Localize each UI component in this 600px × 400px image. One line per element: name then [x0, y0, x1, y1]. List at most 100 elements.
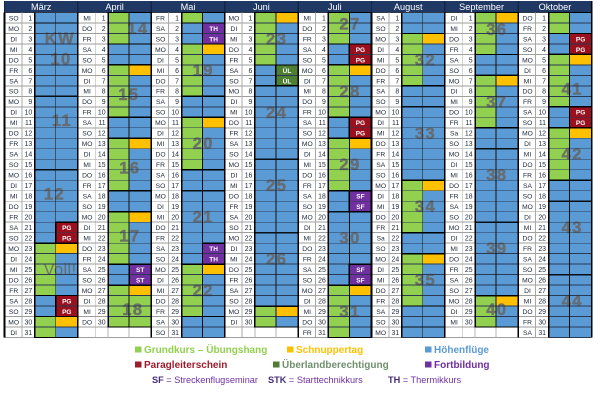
svg-text:30: 30 [25, 319, 33, 326]
svg-text:9: 9 [469, 99, 473, 106]
svg-text:DO: DO [522, 309, 532, 316]
svg-text:15: 15 [392, 162, 400, 169]
svg-text:SA: SA [376, 89, 385, 96]
svg-text:13: 13 [25, 141, 33, 148]
svg-text:FR: FR [9, 288, 18, 295]
svg-text:2: 2 [542, 26, 546, 33]
svg-text:MI: MI [524, 225, 532, 232]
svg-text:FR: FR [229, 131, 238, 138]
svg-text:SA: SA [523, 183, 532, 190]
svg-text:17: 17 [245, 183, 253, 190]
svg-text:14: 14 [318, 152, 326, 159]
svg-text:10: 10 [392, 110, 400, 117]
svg-text:MI: MI [450, 26, 458, 33]
svg-text:26: 26 [465, 277, 473, 284]
svg-text:17: 17 [465, 183, 473, 190]
svg-text:MI: MI [157, 68, 165, 75]
svg-text:DI: DI [84, 78, 91, 85]
svg-text:31: 31 [392, 330, 400, 337]
svg-text:SA: SA [156, 319, 165, 326]
svg-text:20: 20 [98, 215, 106, 222]
svg-text:6: 6 [249, 68, 253, 75]
svg-text:7: 7 [322, 78, 326, 85]
svg-text:24: 24 [25, 256, 33, 263]
svg-text:Paragleiterschein: Paragleiterschein [144, 360, 227, 371]
svg-text:MO: MO [522, 57, 533, 64]
svg-text:MI: MI [10, 120, 18, 127]
svg-text:26: 26 [25, 277, 33, 284]
svg-text:SA: SA [303, 194, 312, 201]
svg-text:7: 7 [175, 78, 179, 85]
svg-text:19: 19 [98, 204, 106, 211]
svg-text:12: 12 [171, 131, 179, 138]
svg-text:MO: MO [8, 173, 19, 180]
svg-text:4: 4 [28, 47, 32, 54]
svg-text:FR: FR [83, 36, 92, 43]
svg-text:DO: DO [155, 78, 165, 85]
svg-text:TH: TH [209, 246, 218, 253]
svg-text:18: 18 [392, 194, 400, 201]
svg-text:5: 5 [102, 57, 106, 64]
svg-text:28: 28 [538, 298, 546, 305]
svg-text:21: 21 [392, 225, 400, 232]
svg-text:PG: PG [62, 298, 71, 305]
svg-text:22: 22 [465, 236, 473, 243]
svg-text:SA: SA [450, 204, 459, 211]
svg-text:17: 17 [98, 183, 106, 190]
svg-text:9: 9 [102, 99, 106, 106]
svg-text:DI: DI [304, 298, 311, 305]
svg-text:24: 24 [171, 256, 179, 263]
svg-text:20: 20 [538, 215, 546, 222]
svg-text:FR: FR [376, 298, 385, 305]
svg-text:SA: SA [156, 173, 165, 180]
svg-text:31: 31 [25, 330, 33, 337]
svg-text:10: 10 [25, 110, 33, 117]
svg-text:4: 4 [469, 47, 473, 54]
svg-text:MO: MO [375, 110, 386, 117]
svg-text:11: 11 [465, 120, 472, 127]
svg-text:MI: MI [377, 57, 385, 64]
svg-text:SA: SA [83, 47, 92, 54]
svg-text:DI: DI [231, 319, 238, 326]
svg-text:22: 22 [245, 236, 253, 243]
svg-text:23: 23 [392, 246, 400, 253]
svg-text:1: 1 [395, 15, 399, 22]
svg-text:SO: SO [229, 225, 239, 232]
svg-text:SA: SA [9, 152, 18, 159]
svg-text:DI: DI [451, 309, 458, 316]
svg-text:FR: FR [156, 236, 165, 243]
svg-text:22: 22 [98, 236, 106, 243]
svg-text:TH: TH [209, 256, 218, 263]
svg-text:DI: DI [524, 141, 531, 148]
svg-text:FR: FR [376, 225, 385, 232]
svg-text:DO: DO [302, 173, 312, 180]
svg-text:2: 2 [102, 26, 106, 33]
svg-text:FR: FR [303, 330, 312, 337]
svg-text:31: 31 [318, 330, 326, 337]
svg-text:DO: DO [82, 246, 92, 253]
svg-text:MI: MI [304, 162, 312, 169]
svg-text:SA: SA [229, 215, 238, 222]
svg-text:MO: MO [302, 141, 313, 148]
svg-text:23: 23 [171, 246, 179, 253]
svg-text:13: 13 [171, 141, 179, 148]
svg-text:7: 7 [395, 78, 399, 85]
svg-text:MI: MI [304, 89, 312, 96]
svg-text:FR: FR [156, 89, 165, 96]
svg-text:6: 6 [542, 68, 546, 75]
svg-text:SO: SO [449, 288, 459, 295]
svg-text:DO: DO [302, 319, 312, 326]
svg-text:August: August [394, 2, 423, 12]
svg-text:28: 28 [171, 298, 179, 305]
svg-text:31: 31 [171, 330, 179, 337]
svg-text:SA: SA [83, 267, 92, 274]
svg-text:11: 11 [539, 120, 546, 127]
svg-text:MO: MO [155, 194, 166, 201]
svg-text:8: 8 [102, 89, 106, 96]
svg-text:SF: SF [356, 194, 364, 201]
svg-text:18: 18 [538, 194, 546, 201]
svg-text:Höhenflüge: Höhenflüge [434, 345, 489, 356]
svg-text:DO: DO [229, 267, 239, 274]
svg-text:SF: SF [356, 277, 364, 284]
svg-text:27: 27 [538, 288, 546, 295]
